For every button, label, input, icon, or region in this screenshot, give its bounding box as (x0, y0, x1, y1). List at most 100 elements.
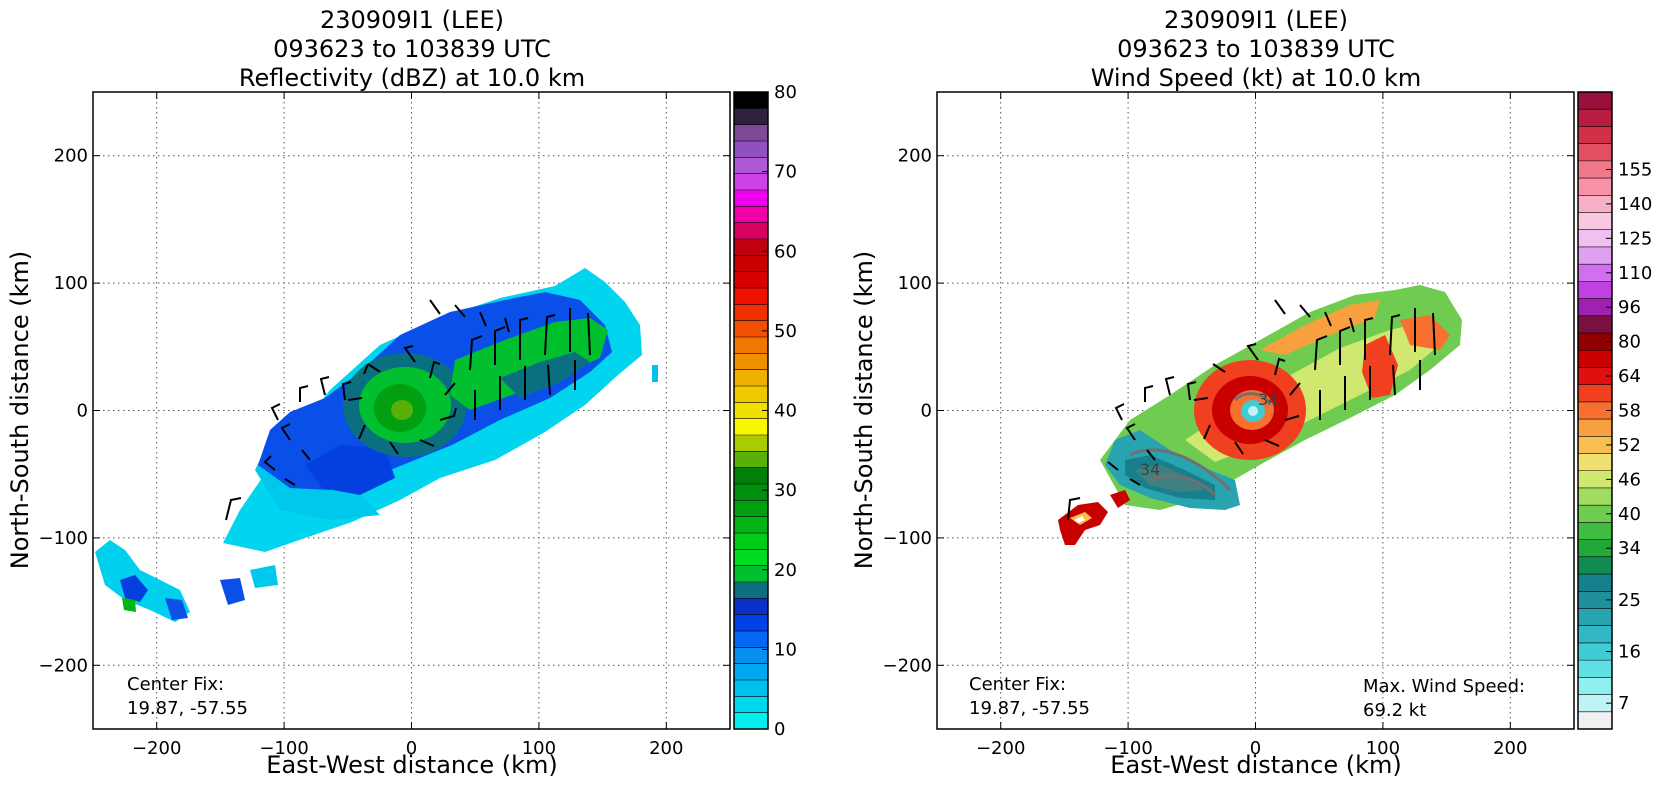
reflectivity-x-tick-label: −200 (132, 738, 181, 759)
reflectivity-y-tick-label: −100 (39, 528, 88, 549)
windspeed-colorbar-segment (1578, 711, 1612, 730)
reflectivity-colorbar: 0 10 20 30 40 50 60 70 80 (733, 82, 797, 740)
reflectivity-y-tick-label: 200 (54, 146, 88, 167)
reflectivity-colorbar-tick-label: 40 (774, 401, 797, 422)
windspeed-ylabel: North-South distance (km) (850, 251, 878, 570)
windspeed-colorbar-segment (1578, 487, 1612, 506)
reflectivity-colorbar-segment (734, 288, 768, 305)
windspeed-colorbar-tick-label: 40 (1618, 504, 1641, 525)
reflectivity-colorbar-segment (734, 565, 768, 583)
windspeed-eye-center (1248, 406, 1258, 416)
windspeed-colorbar-segment (1578, 470, 1612, 489)
windspeed-colorbar-segment (1578, 315, 1612, 334)
reflectivity-x-tick-label: 100 (522, 738, 556, 759)
reflectivity-colorbar-segment (734, 451, 768, 468)
windspeed-colorbar-tick-label: 64 (1618, 366, 1641, 387)
windspeed-colorbar-tick-label: 58 (1618, 401, 1641, 422)
max-wind-speed-value: 69.2 kt (1363, 700, 1426, 721)
windspeed-colorbar-tick-label: 34 (1618, 538, 1641, 559)
windspeed-title-line-2: 093623 to 103839 UTC (1117, 35, 1395, 63)
reflectivity-colorbar-segment (734, 631, 768, 648)
windspeed-colorbar-tick-label: 16 (1618, 642, 1641, 663)
reflectivity-colorbar-segment (734, 402, 768, 419)
windspeed-title-line-3: Wind Speed (kt) at 10.0 km (1091, 64, 1422, 92)
reflectivity-panel: 230909I1 (LEE) 093623 to 103839 UTC Refl… (6, 6, 797, 779)
reflectivity-eye (391, 400, 413, 420)
windspeed-colorbar-tick-label: 52 (1618, 435, 1641, 456)
windspeed-title-line-1: 230909I1 (LEE) (1164, 6, 1348, 34)
windspeed-colorbar-segment (1578, 229, 1612, 248)
windspeed-contour-label-1: 34 (1140, 460, 1160, 479)
reflectivity-colorbar-segment (734, 598, 768, 615)
reflectivity-ticks: −200 −100 0 100 200 −200 −100 0 100 200 (39, 92, 730, 759)
reflectivity-center-fix-label: Center Fix: (127, 674, 224, 695)
reflectivity-colorbar-segment (734, 467, 768, 485)
reflectivity-colorbar-tick-label: 60 (774, 241, 797, 262)
windspeed-band-orange (1260, 300, 1380, 355)
reflectivity-title-line-2: 093623 to 103839 UTC (273, 35, 551, 63)
reflectivity-colorbar-segment (734, 516, 768, 534)
windspeed-colorbar-tick-label: 46 (1618, 469, 1641, 490)
windspeed-colorbar-segment (1578, 419, 1612, 437)
windspeed-colorbar-tick-label: 155 (1618, 159, 1652, 180)
reflectivity-sw-cells-3 (122, 598, 136, 612)
windspeed-ticks: −200 −100 0 100 200 −200 −100 0 100 200 (883, 92, 1574, 759)
reflectivity-colorbar-segment (734, 435, 768, 452)
reflectivity-title-line-3: Reflectivity (dBZ) at 10.0 km (239, 64, 585, 92)
reflectivity-colorbar-segment (734, 696, 768, 713)
windspeed-colorbar-segment (1578, 264, 1612, 282)
windspeed-colorbar-tick-label: 140 (1618, 194, 1652, 215)
windspeed-colorbar-segment (1578, 660, 1612, 678)
windspeed-colorbar-tick-label: 25 (1618, 590, 1641, 611)
windspeed-wind-barbs (1067, 299, 1436, 521)
windspeed-sw-cell-red (1058, 502, 1108, 545)
reflectivity-colorbar-tick-label: 10 (774, 639, 797, 660)
reflectivity-band-teal (500, 352, 590, 398)
windspeed-colorbar-segment (1578, 539, 1612, 558)
reflectivity-x-tick-label: −100 (259, 738, 308, 759)
windspeed-colorbar-segment (1578, 333, 1612, 351)
reflectivity-wind-barbs (225, 299, 591, 521)
reflectivity-colorbar-tick-label: 0 (774, 719, 785, 740)
reflectivity-colorbar-segment (734, 222, 768, 240)
windspeed-colorbar-segment (1578, 281, 1612, 299)
windspeed-colorbar-tick-label: 110 (1618, 263, 1652, 284)
reflectivity-colorbar-segment (734, 680, 768, 697)
reflectivity-field (95, 268, 658, 622)
windspeed-sw-cell-core (1074, 516, 1085, 523)
windspeed-center-fix-value: 19.87, -57.55 (969, 698, 1090, 719)
reflectivity-colorbar-tick-label: 20 (774, 560, 797, 581)
reflectivity-x-tick-label: 0 (406, 738, 417, 759)
reflectivity-colorbar-segment (734, 614, 768, 632)
reflectivity-sw-cells-6 (250, 565, 278, 588)
windspeed-center-fix-label: Center Fix: (969, 674, 1066, 695)
reflectivity-colorbar-segment (734, 255, 768, 272)
reflectivity-sw-cells-2 (120, 575, 148, 602)
windspeed-colorbar-segment (1578, 625, 1612, 644)
reflectivity-ylabel: North-South distance (km) (6, 251, 34, 570)
reflectivity-colorbar-segment (734, 141, 768, 158)
reflectivity-colorbar-segment (734, 582, 768, 599)
windspeed-colorbar-segment (1578, 694, 1612, 713)
reflectivity-colorbar-tick-label: 80 (774, 82, 797, 103)
reflectivity-colorbar-segment (734, 173, 768, 191)
reflectivity-colorbar-segment (734, 337, 768, 354)
reflectivity-colorbar-segment (734, 353, 768, 370)
windspeed-colorbar-segment (1578, 436, 1612, 454)
windspeed-x-tick-label: 200 (1493, 738, 1527, 759)
windspeed-colorbar-segment (1578, 350, 1612, 368)
windspeed-field (1058, 285, 1462, 545)
windspeed-colorbar-segment (1578, 126, 1612, 144)
windspeed-colorbar-segment (1578, 574, 1612, 592)
windspeed-colorbar-segment (1578, 401, 1612, 420)
reflectivity-colorbar-segment (734, 484, 768, 501)
windspeed-x-tick-label: −200 (976, 738, 1025, 759)
reflectivity-colorbar-segment (734, 157, 768, 174)
reflectivity-colorbar-segment (734, 386, 768, 403)
reflectivity-colorbar-segment (734, 304, 768, 321)
windspeed-grid (937, 92, 1574, 729)
reflectivity-colorbar-segment (734, 500, 768, 517)
windspeed-colorbar-segment (1578, 591, 1612, 609)
reflectivity-colorbar-tick-label: 50 (774, 321, 797, 342)
windspeed-colorbar-tick-label: 125 (1618, 228, 1652, 249)
